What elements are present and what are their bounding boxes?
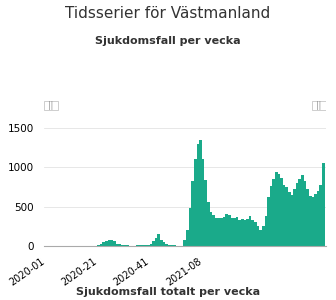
Text: ||: || bbox=[316, 101, 322, 110]
Bar bbox=[186, 230, 189, 246]
Bar bbox=[304, 182, 306, 246]
Bar bbox=[264, 216, 267, 246]
Bar bbox=[197, 144, 199, 246]
Bar bbox=[298, 179, 301, 246]
Text: Sjukdomsfall per vecka: Sjukdomsfall per vecka bbox=[95, 36, 241, 46]
Bar bbox=[275, 172, 278, 246]
Bar bbox=[312, 101, 326, 110]
Bar bbox=[160, 240, 163, 246]
Bar bbox=[280, 178, 283, 246]
Bar bbox=[267, 197, 270, 246]
Bar bbox=[322, 163, 325, 246]
Bar bbox=[241, 219, 244, 246]
Bar bbox=[110, 240, 113, 246]
Bar bbox=[121, 245, 123, 246]
Bar bbox=[223, 217, 225, 246]
Bar bbox=[152, 241, 155, 246]
Bar bbox=[296, 183, 298, 246]
Bar bbox=[150, 244, 152, 246]
Bar bbox=[147, 245, 150, 246]
Bar bbox=[207, 202, 210, 246]
Bar bbox=[285, 187, 288, 246]
Bar bbox=[100, 244, 102, 246]
Bar bbox=[249, 216, 251, 246]
Bar bbox=[283, 185, 285, 246]
Text: ||: || bbox=[48, 101, 53, 110]
Bar bbox=[105, 241, 108, 246]
Bar bbox=[228, 215, 230, 246]
Bar bbox=[44, 101, 58, 110]
Bar bbox=[168, 245, 170, 246]
Bar bbox=[293, 189, 296, 246]
Bar bbox=[139, 245, 142, 246]
Bar bbox=[157, 234, 160, 246]
Bar bbox=[270, 186, 272, 246]
Bar bbox=[136, 245, 139, 246]
Bar bbox=[116, 244, 118, 246]
Bar bbox=[173, 245, 176, 246]
Bar bbox=[251, 220, 254, 246]
Bar bbox=[311, 197, 314, 246]
Bar bbox=[220, 218, 223, 246]
Text: Tidsserier för Västmanland: Tidsserier för Västmanland bbox=[66, 6, 270, 21]
Bar bbox=[113, 241, 116, 246]
Bar bbox=[204, 180, 207, 246]
Bar bbox=[254, 222, 257, 246]
Bar bbox=[230, 218, 233, 246]
Bar bbox=[210, 212, 212, 246]
Bar bbox=[217, 218, 220, 246]
Bar bbox=[163, 242, 165, 246]
Bar bbox=[246, 219, 249, 246]
Bar bbox=[126, 245, 129, 246]
Bar bbox=[215, 218, 217, 246]
Bar bbox=[102, 242, 105, 246]
Bar bbox=[314, 194, 317, 246]
Bar bbox=[144, 245, 147, 246]
Bar bbox=[236, 217, 238, 246]
Bar bbox=[291, 195, 293, 246]
Bar bbox=[155, 238, 157, 246]
Bar bbox=[183, 240, 186, 246]
Bar bbox=[278, 173, 280, 246]
Bar bbox=[244, 220, 246, 246]
Bar bbox=[309, 196, 311, 246]
Bar bbox=[189, 208, 191, 246]
Bar bbox=[97, 245, 100, 246]
Bar bbox=[123, 245, 126, 246]
Bar bbox=[191, 182, 194, 246]
Bar bbox=[108, 241, 110, 246]
Bar bbox=[199, 140, 202, 246]
Bar bbox=[194, 159, 197, 246]
Bar bbox=[225, 214, 228, 246]
Bar bbox=[257, 226, 259, 246]
Bar bbox=[320, 185, 322, 246]
Bar bbox=[118, 244, 121, 246]
Bar bbox=[212, 215, 215, 246]
Bar bbox=[317, 191, 320, 246]
Bar bbox=[272, 179, 275, 246]
Bar bbox=[262, 226, 264, 246]
Bar bbox=[288, 193, 291, 246]
Text: Sjukdomsfall totalt per vecka: Sjukdomsfall totalt per vecka bbox=[76, 287, 260, 297]
Bar bbox=[202, 159, 204, 246]
Bar bbox=[301, 175, 304, 246]
Bar bbox=[238, 220, 241, 246]
Bar bbox=[259, 230, 262, 246]
Bar bbox=[165, 244, 168, 246]
Bar bbox=[142, 245, 144, 246]
Bar bbox=[170, 245, 173, 246]
Bar bbox=[233, 218, 236, 246]
Bar bbox=[306, 189, 309, 246]
